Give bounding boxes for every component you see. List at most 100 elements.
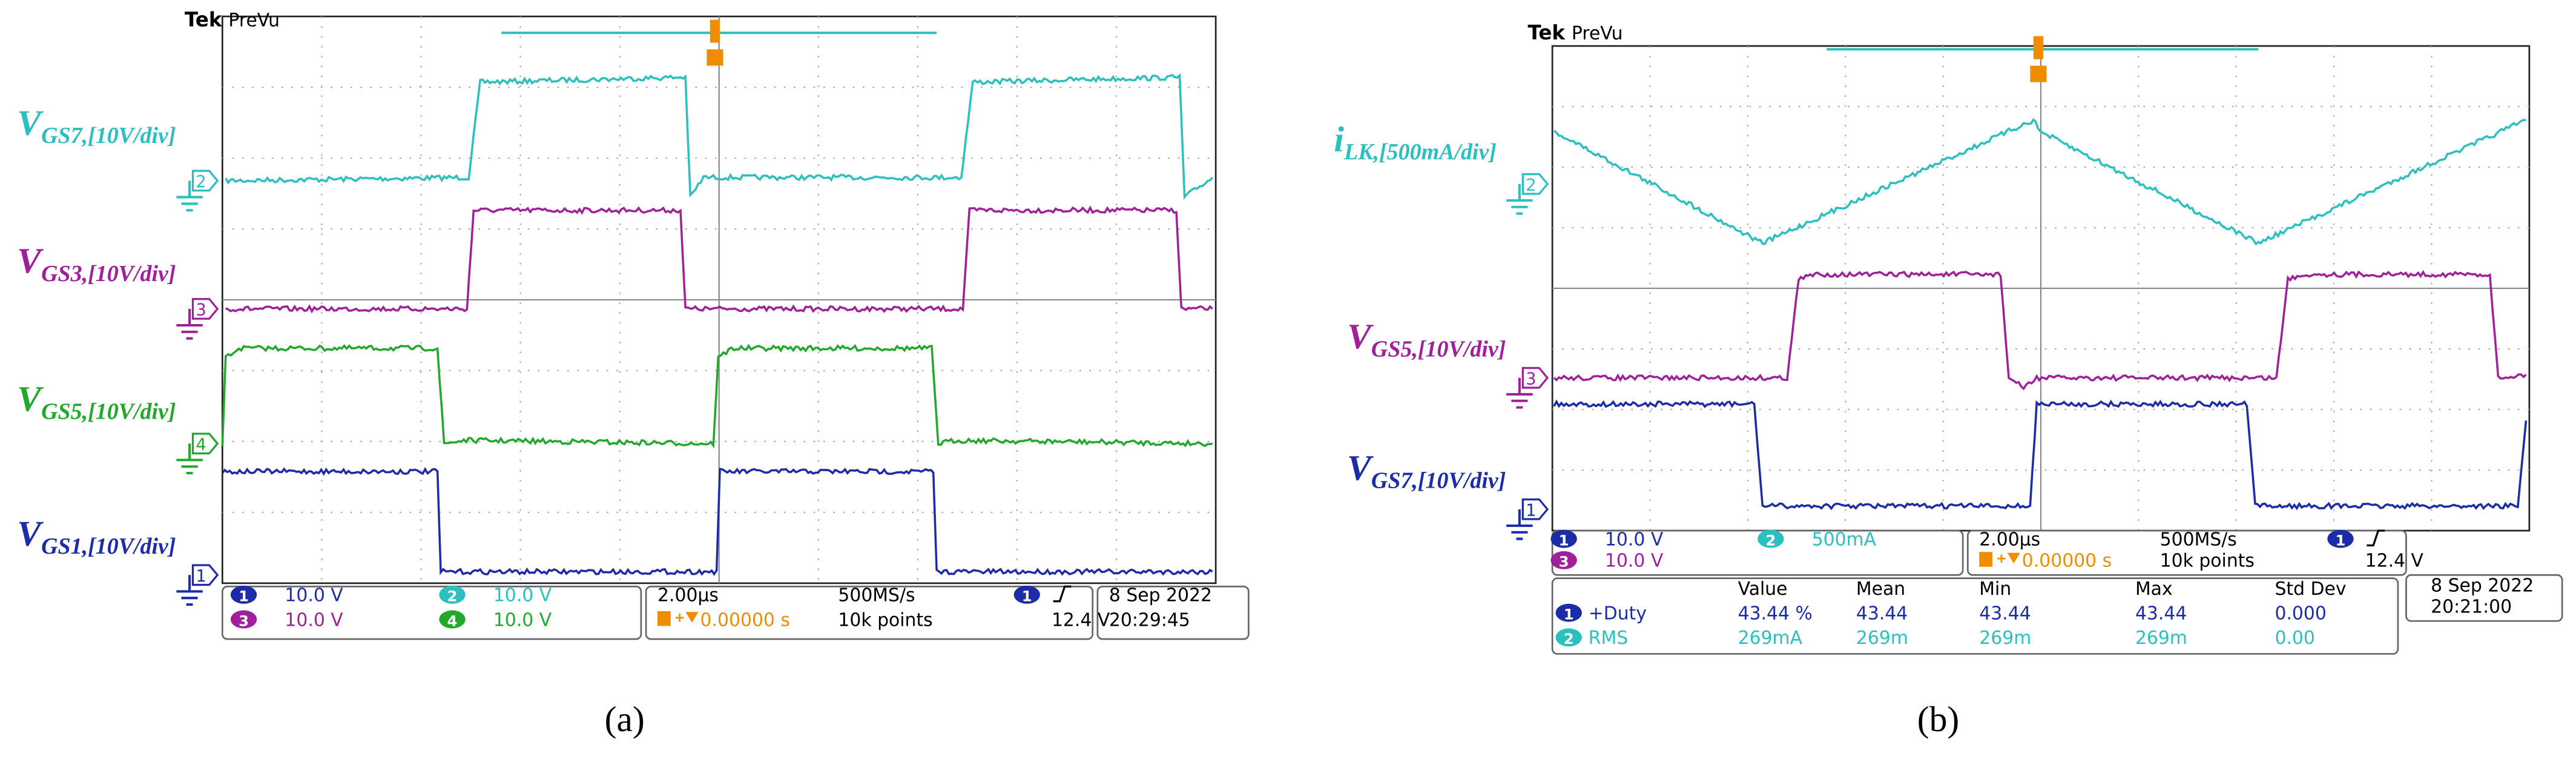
- channel-marker: [1521, 366, 1549, 389]
- channel-number: 1: [2335, 531, 2345, 549]
- ground-symbol: [1506, 184, 1533, 215]
- trigger-level: 12.4 V: [2365, 551, 2424, 572]
- channel-marker-number: 1: [1526, 502, 1536, 520]
- sample-rate: 500MS/s: [2160, 529, 2237, 550]
- channel-scale: 10.0 V: [493, 609, 552, 631]
- waveform: [225, 73, 1214, 200]
- time: 20:21:00: [2431, 597, 2512, 618]
- channel-scale: 500mA: [1812, 529, 1877, 550]
- measurement-cell: 269m: [2135, 628, 2187, 649]
- channel-badge: [1757, 529, 1784, 548]
- ground-symbol: [1506, 509, 1533, 540]
- ground-symbol: [176, 575, 203, 606]
- trace-subscript: GS7,[10V/div]: [1371, 468, 1506, 494]
- channel-number: 4: [447, 612, 458, 629]
- trace-symbol: V: [1347, 448, 1374, 488]
- channel-badge: [1550, 551, 1577, 569]
- waveform: [225, 205, 1213, 314]
- trigger-marker: [2030, 65, 2047, 82]
- record-length: 10k points: [838, 609, 932, 631]
- measurement-cell: 43.44: [1979, 603, 2031, 624]
- channel-marker: [191, 297, 219, 320]
- delay-arrow: [1997, 552, 2020, 564]
- trigger-marker: [707, 49, 723, 66]
- trace-subscript: GS7,[10V/div]: [41, 123, 176, 148]
- date: 8 Sep 2022: [1109, 585, 1212, 606]
- channel-badge: [2327, 529, 2354, 548]
- channel-number: 1: [1559, 531, 1569, 549]
- ground-symbol: [176, 181, 203, 212]
- trigger-delay: 0.00000 s: [700, 609, 790, 631]
- ground-symbol: [1506, 377, 1533, 409]
- trace-label: VGS1,[10V/div]: [17, 513, 176, 559]
- measurement-cell: 269m: [1979, 628, 2031, 649]
- channel-marker-number: 2: [196, 173, 206, 191]
- scope-header: Tek PreVu: [185, 8, 280, 31]
- trace-symbol: V: [17, 102, 44, 142]
- measurement-cell: 43.44 %: [1738, 603, 1813, 624]
- trigger-slope-icon: [2367, 529, 2385, 547]
- ground-symbol: [176, 443, 203, 475]
- measurement-cell: 269mA: [1738, 628, 1803, 649]
- channel-badge: [1550, 529, 1577, 548]
- brand: Tek: [185, 8, 223, 31]
- channel-badge: [1013, 585, 1040, 604]
- waveform: [221, 467, 1213, 576]
- channel-marker-number: 3: [196, 301, 206, 320]
- readout-box: [1966, 529, 2407, 576]
- trace-label: VGS7,[10V/div]: [1347, 448, 1506, 494]
- trigger-marker-top: [710, 19, 720, 43]
- ground-symbol: [176, 308, 203, 340]
- measurement-header: Max: [2135, 578, 2173, 600]
- trace-symbol: V: [17, 379, 44, 419]
- waveform: [221, 343, 1213, 449]
- channel-scale: 10.0 V: [285, 609, 343, 631]
- readout-box: [1551, 529, 1964, 576]
- channel-marker: [191, 170, 219, 192]
- mode: PreVu: [1572, 23, 1623, 44]
- delay-arrow: [675, 612, 699, 623]
- channel-number: 2: [447, 588, 458, 605]
- waveform: [1553, 399, 2528, 511]
- trace-subscript: GS1,[10V/div]: [41, 534, 176, 559]
- measurement-header: Std Dev: [2275, 578, 2346, 600]
- time: 20:29:45: [1109, 609, 1190, 631]
- channel-badge: [1555, 603, 1582, 622]
- channel-number: 3: [1559, 553, 1569, 571]
- channel-marker: [1521, 498, 1549, 520]
- date: 8 Sep 2022: [2431, 575, 2534, 596]
- readout-box: [2405, 574, 2563, 622]
- channel-badge: [230, 610, 257, 629]
- channel-badge: [439, 610, 466, 629]
- measurement-header: Value: [1738, 578, 1788, 600]
- trace-subscript: LK,[500mA/div]: [1343, 139, 1497, 165]
- trace-symbol: i: [1334, 119, 1344, 159]
- channel-scale: 10.0 V: [493, 585, 552, 606]
- readout-box: [1096, 585, 1250, 640]
- channel-badge: [230, 585, 257, 604]
- waveform: [1553, 118, 2526, 246]
- trace-label: VGS7,[10V/div]: [17, 102, 176, 148]
- delay-icon: [657, 611, 671, 626]
- record-length: 10k points: [2160, 551, 2255, 572]
- panel-caption: (b): [1917, 699, 1960, 739]
- channel-number: 2: [1564, 630, 1574, 648]
- channel-number: 2: [1765, 531, 1776, 549]
- channel-marker: [1521, 173, 1549, 195]
- channel-marker-number: 3: [1526, 370, 1536, 389]
- mode: PreVu: [228, 10, 280, 31]
- waveform: [1553, 270, 2527, 391]
- trace-symbol: V: [17, 240, 44, 280]
- trace-subscript: GS5,[10V/div]: [1371, 337, 1506, 362]
- channel-number: 3: [239, 612, 249, 629]
- channel-scale: 10.0 V: [285, 585, 343, 606]
- measurement-cell: 43.44: [2135, 603, 2187, 624]
- readout-box: [221, 585, 642, 640]
- channel-number: 1: [239, 588, 249, 605]
- trigger-slope-icon: [1053, 585, 1072, 603]
- delay-icon: [1979, 552, 1992, 567]
- trace-label: iLK,[500mA/div]: [1334, 119, 1497, 165]
- measurement-name: RMS: [1589, 628, 1628, 649]
